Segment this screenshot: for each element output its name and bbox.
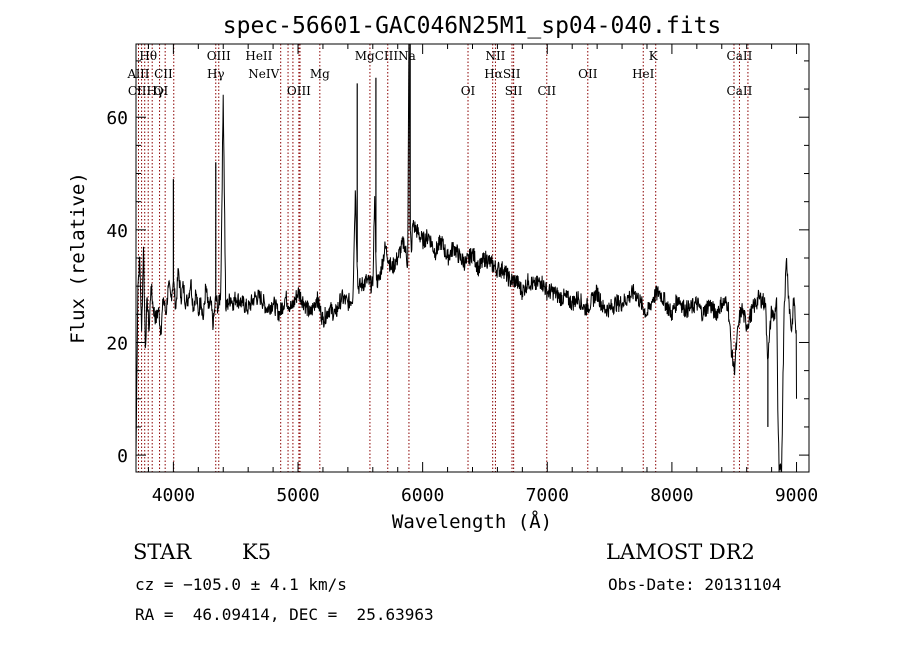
line-label: SII [505,84,523,98]
survey-name: LAMOST DR2 [606,540,755,564]
line-label: OII [578,67,598,81]
line-label: OIII [287,84,311,98]
coordinates: RA = 46.09414, DEC = 25.63963 [135,605,434,624]
x-tick-label: 5000 [276,485,319,506]
x-axis-ticks: 4000 5000 6000 7000 8000 9000 [147,44,818,506]
x-tick-label: 4000 [152,485,195,506]
line-label: CII [537,84,556,98]
x-tick-label: 9000 [775,485,818,506]
line-label: OI [461,84,476,98]
x-axis-label: Wavelength (Å) [392,510,552,533]
line-label: CaII [727,49,753,63]
line-label: MgCIIINa [355,49,416,63]
line-label: K [649,49,659,63]
plot-frame [135,43,810,473]
y-tick-label: 60 [106,108,128,129]
x-tick-label: 6000 [401,485,444,506]
y-axis-label: Flux (relative) [67,172,89,344]
line-label: HeI [632,67,655,81]
line-label: Mg [310,67,330,81]
line-label: Hθ [139,49,157,63]
y-tick-label: 20 [106,333,128,354]
line-label: HαSII [484,67,521,81]
line-label: CaII [727,84,753,98]
line-label: OI [154,84,169,98]
x-tick-label: 8000 [650,485,693,506]
object-subclass: K5 [242,540,272,564]
y-axis-ticks: 0 20 40 60 [106,60,809,467]
spectral-line-labels: Hθ AlII CII OIII Hγ HeII NeIV Mg MgCIIINa NII HαSI… [127,49,753,98]
chart-title: spec-56601-GAC046N25M1_sp04-040.fits [223,13,722,39]
spectral-line-markers [137,44,749,472]
line-label: CII [154,67,173,81]
emission-spikes [172,44,769,427]
line-label: AlII [127,67,150,81]
line-label: Hγ [207,67,225,81]
line-label: NII [485,49,505,63]
line-label: OIII [207,49,231,63]
y-tick-label: 40 [106,221,128,242]
x-tick-label: 7000 [526,485,569,506]
y-tick-label: 0 [117,446,128,467]
line-label: CIIHγ [128,84,164,98]
line-label: HeII [245,49,272,63]
line-label: NeIV [248,67,279,81]
obs-date: Obs-Date: 20131104 [608,575,782,594]
object-class: STAR [133,540,192,564]
redshift-text: cz = −105.0 ± 4.1 km/s [135,575,347,594]
spectrum-line [135,43,797,473]
